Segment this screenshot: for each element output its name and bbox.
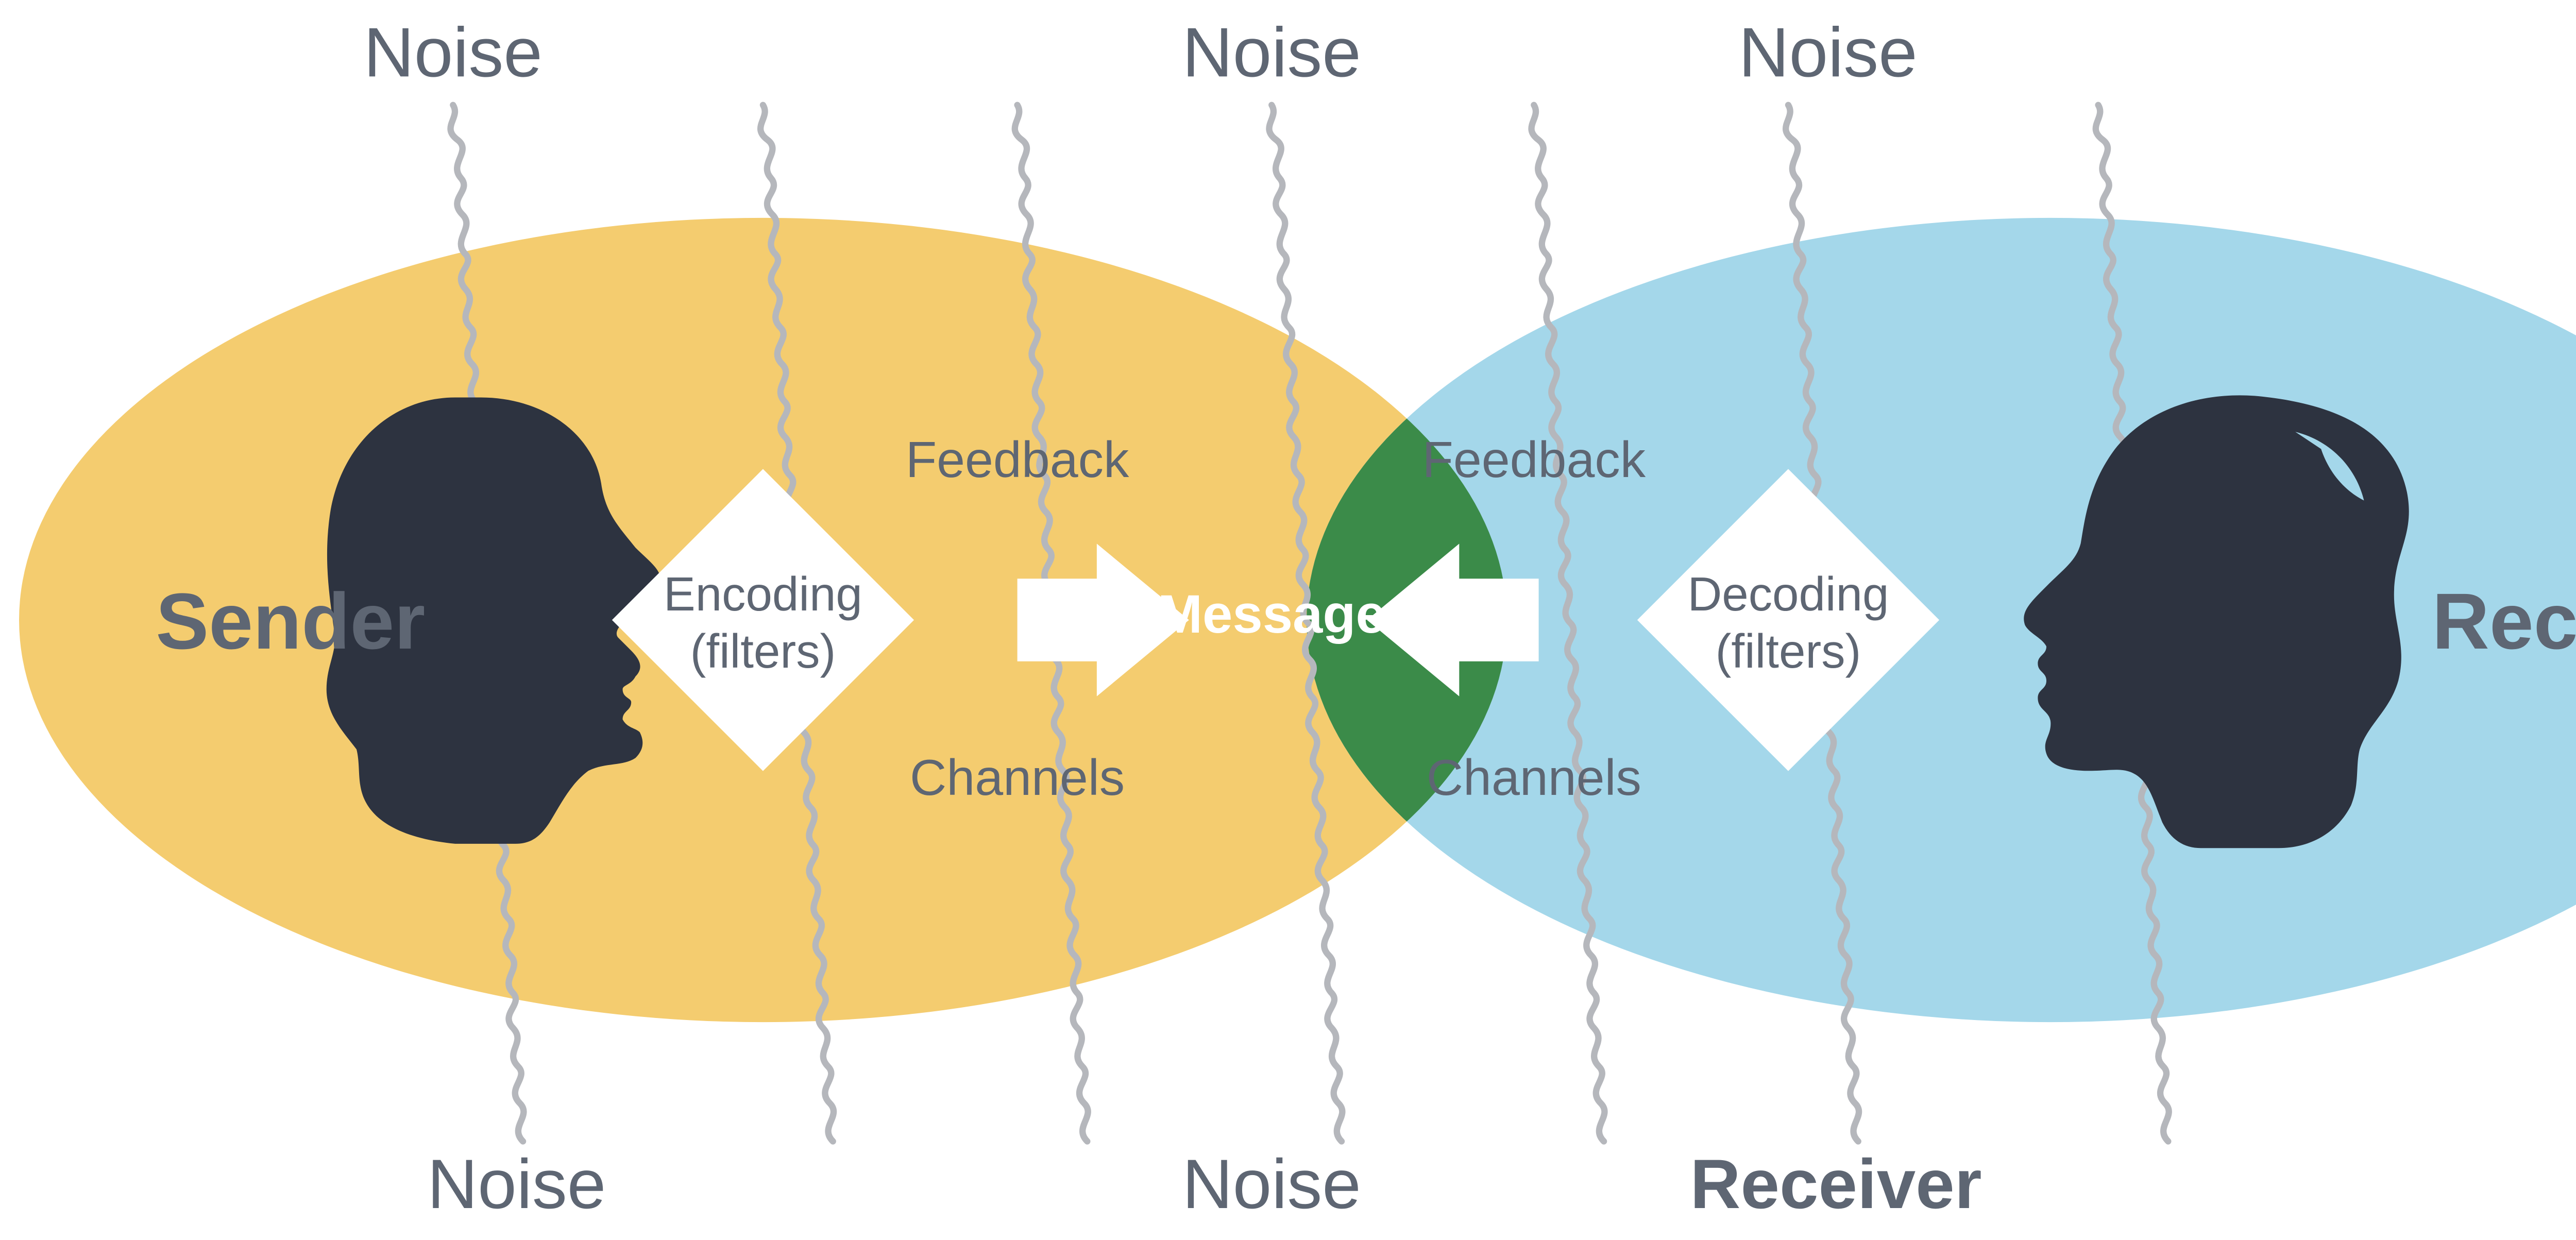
noise-top-label-0: Noise <box>364 13 543 91</box>
encoding-label-2: (filters) <box>690 624 836 678</box>
feedback-right-label: Feedback <box>1422 431 1646 488</box>
encoding-label-1: Encoding <box>664 567 862 621</box>
noise-bottom-label-2: Receiver <box>1690 1145 1981 1223</box>
communication-model-diagram: Encoding(filters)Decoding(filters)NoiseN… <box>0 0 2576 1240</box>
channels-left-label: Channels <box>910 749 1125 806</box>
receiver-label: Receiver <box>2432 576 2576 666</box>
decoding-label-1: Decoding <box>1687 567 1889 621</box>
message-label: Message <box>1158 584 1386 644</box>
feedback-left-label: Feedback <box>906 431 1129 488</box>
channels-right-label: Channels <box>1427 749 1641 806</box>
decoding-label-2: (filters) <box>1716 624 1861 678</box>
noise-bottom-label-0: Noise <box>427 1145 606 1223</box>
noise-top-label-2: Noise <box>1739 13 1918 91</box>
noise-top-label-1: Noise <box>1182 13 1361 91</box>
sender-label: Sender <box>156 576 425 666</box>
noise-bottom-label-1: Noise <box>1182 1145 1361 1223</box>
